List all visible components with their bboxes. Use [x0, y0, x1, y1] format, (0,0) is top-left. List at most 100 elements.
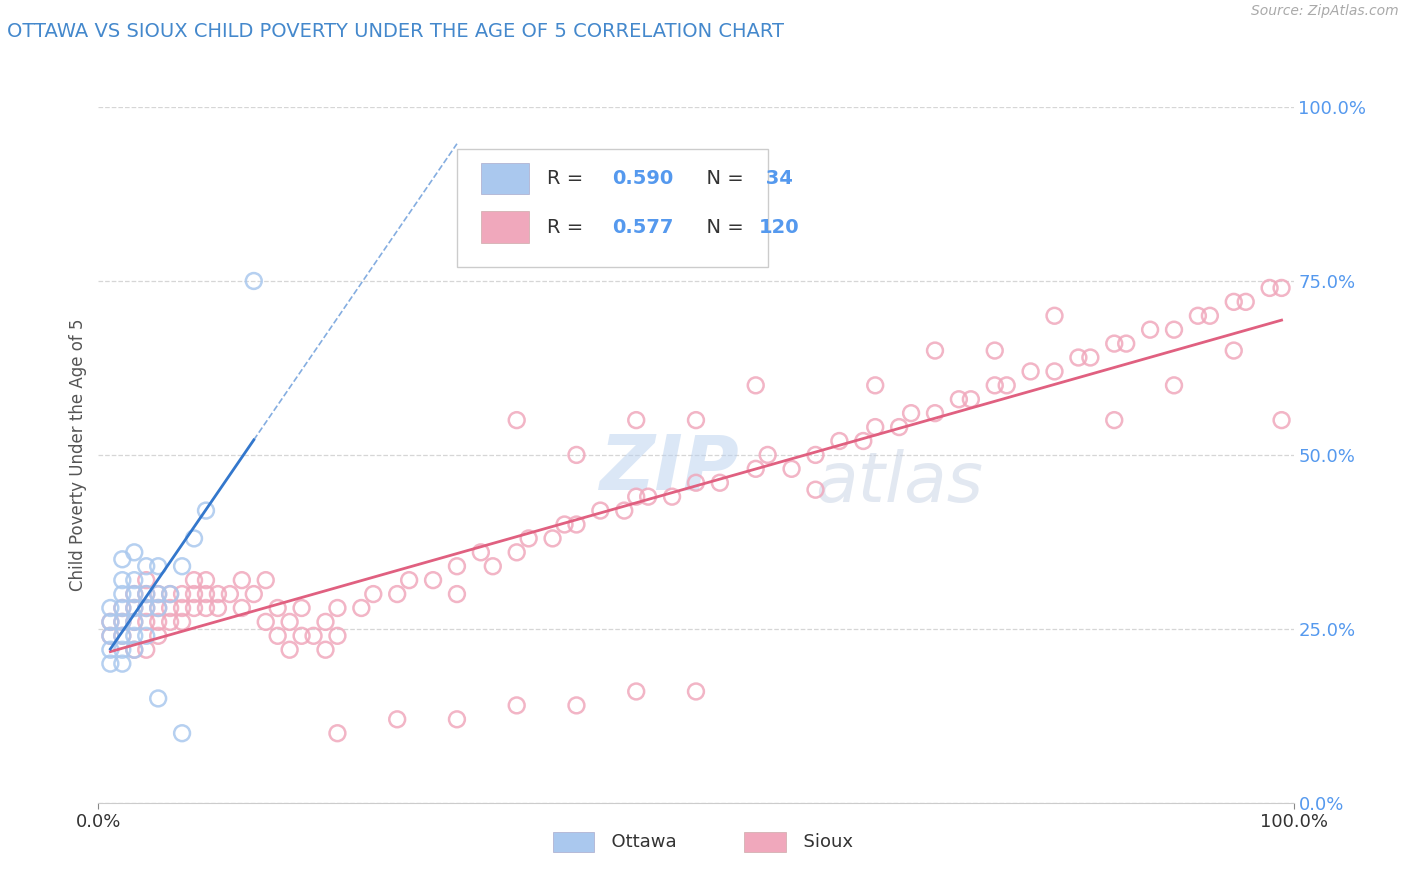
Point: [159, 587, 181, 601]
Point: [111, 573, 134, 587]
Point: [1080, 351, 1102, 365]
Point: [661, 490, 683, 504]
Point: [756, 448, 779, 462]
Point: [111, 615, 134, 629]
Point: [1163, 378, 1185, 392]
Point: [948, 392, 970, 407]
Text: N =: N =: [693, 218, 749, 236]
Point: [984, 343, 1007, 358]
Point: [135, 587, 157, 601]
Point: [350, 601, 373, 615]
Point: [267, 629, 290, 643]
Point: [541, 532, 564, 546]
Point: [517, 532, 540, 546]
Point: [804, 483, 827, 497]
Point: [1271, 413, 1294, 427]
Point: [889, 420, 911, 434]
Point: [207, 587, 229, 601]
Point: [385, 587, 409, 601]
Point: [1234, 294, 1257, 309]
Point: [506, 545, 529, 559]
Point: [1115, 336, 1137, 351]
Point: [124, 587, 146, 601]
Point: [1223, 294, 1246, 309]
Point: [291, 601, 314, 615]
Point: [446, 712, 468, 726]
Point: [148, 615, 170, 629]
Text: OTTAWA VS SIOUX CHILD POVERTY UNDER THE AGE OF 5 CORRELATION CHART: OTTAWA VS SIOUX CHILD POVERTY UNDER THE …: [7, 22, 785, 41]
Point: [984, 378, 1007, 392]
Point: [1258, 281, 1281, 295]
Point: [98, 629, 122, 643]
Point: [172, 726, 194, 740]
Point: [111, 629, 134, 643]
Point: [111, 601, 134, 615]
Point: [219, 587, 242, 601]
Point: [446, 559, 468, 574]
Point: [278, 642, 301, 657]
Point: [685, 684, 707, 698]
Point: [626, 684, 648, 698]
Point: [506, 413, 529, 427]
Point: [865, 378, 887, 392]
Point: [326, 726, 349, 740]
Point: [183, 587, 205, 601]
Point: [172, 559, 194, 574]
Point: [111, 642, 134, 657]
Point: [195, 503, 218, 517]
Point: [124, 573, 146, 587]
Point: [183, 601, 205, 615]
Point: [924, 406, 946, 420]
Point: [111, 587, 134, 601]
Text: Sioux: Sioux: [792, 833, 852, 851]
Point: [960, 392, 983, 407]
Point: [1223, 343, 1246, 358]
Point: [159, 587, 181, 601]
Point: [865, 420, 887, 434]
Point: [135, 629, 157, 643]
Point: [745, 378, 768, 392]
Point: [924, 343, 946, 358]
Point: [302, 629, 325, 643]
Point: [148, 629, 170, 643]
Point: [135, 601, 157, 615]
Point: [385, 712, 409, 726]
Point: [804, 448, 827, 462]
Point: [124, 601, 146, 615]
Point: [398, 573, 420, 587]
Point: [111, 629, 134, 643]
Point: [124, 615, 146, 629]
FancyBboxPatch shape: [457, 149, 768, 267]
Point: [231, 601, 253, 615]
Text: atlas: atlas: [815, 450, 983, 516]
FancyBboxPatch shape: [744, 832, 786, 852]
Point: [135, 601, 157, 615]
Point: [995, 378, 1018, 392]
FancyBboxPatch shape: [481, 162, 529, 194]
Point: [124, 587, 146, 601]
Point: [1043, 309, 1066, 323]
Point: [172, 587, 194, 601]
FancyBboxPatch shape: [481, 211, 529, 243]
Point: [326, 601, 349, 615]
FancyBboxPatch shape: [553, 832, 595, 852]
Point: [98, 615, 122, 629]
Point: [135, 587, 157, 601]
Point: [148, 559, 170, 574]
Point: [291, 629, 314, 643]
Point: [172, 615, 194, 629]
Point: [1163, 323, 1185, 337]
Point: [243, 274, 266, 288]
Point: [565, 698, 588, 713]
Point: [637, 490, 659, 504]
Point: [709, 475, 731, 490]
Point: [315, 615, 337, 629]
Point: [363, 587, 385, 601]
Point: [111, 552, 134, 566]
Point: [1019, 364, 1042, 378]
Point: [98, 601, 122, 615]
Point: [148, 587, 170, 601]
Point: [1067, 351, 1090, 365]
Point: [135, 573, 157, 587]
Point: [124, 601, 146, 615]
